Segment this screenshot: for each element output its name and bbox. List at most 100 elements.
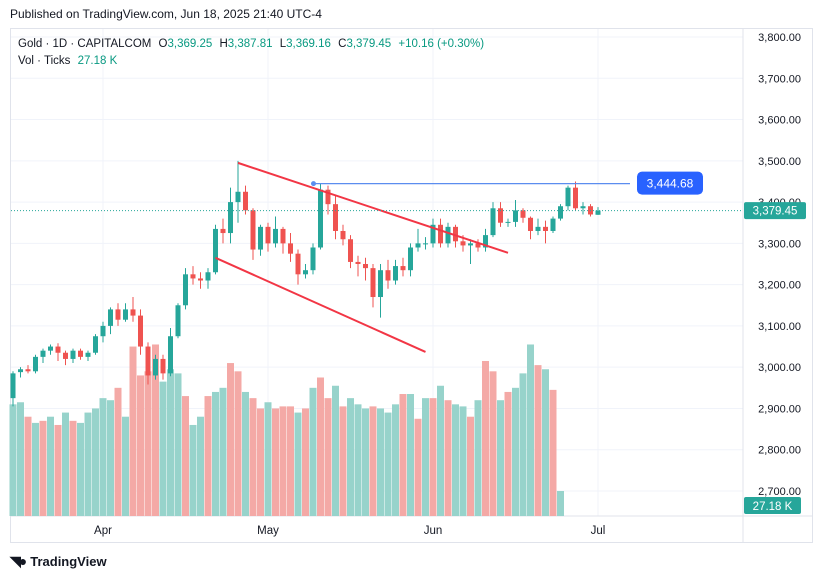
volume-bar [264, 402, 272, 516]
volume-bar [429, 398, 437, 516]
y-tick-label: 3,700.00 [758, 73, 801, 85]
volume-bar [512, 387, 519, 516]
legend-price-row: Gold · 1D · CAPITALCOM O3,369.25 H3,387.… [18, 36, 484, 53]
volume-label[interactable]: Vol · Ticks [18, 55, 71, 67]
y-tick-label: 2,900.00 [758, 403, 801, 415]
y-tick-label: 3,000.00 [758, 362, 801, 374]
candle-body [505, 221, 511, 223]
volume-bar [347, 398, 354, 516]
candle-body [190, 274, 196, 279]
candle-body [153, 358, 158, 376]
volume-bar [287, 406, 294, 516]
candle-body [265, 226, 271, 244]
candle-body [363, 264, 368, 269]
candle-body [400, 266, 406, 271]
volume-value: 27.18 K [77, 55, 118, 67]
level-line-anchor[interactable] [311, 181, 316, 187]
x-tick-label: May [257, 525, 279, 537]
x-tick-label: Jul [591, 525, 606, 537]
level-badge[interactable] [637, 171, 703, 195]
volume-bar [519, 373, 527, 516]
volume-bar [294, 412, 302, 516]
volume-bar [369, 406, 377, 516]
candle-body [175, 305, 181, 337]
volume-bar [459, 406, 467, 516]
candle-body [543, 226, 548, 231]
volume-bar [482, 360, 489, 516]
volume-bar [159, 381, 167, 516]
candle-body [393, 266, 398, 281]
volume-bar [444, 400, 452, 516]
candle-body [468, 243, 473, 246]
volume-bar [204, 396, 212, 516]
candle-body [408, 247, 413, 271]
published-header: Published on TradingView.com, Jun 18, 20… [10, 7, 322, 21]
volume-bar [227, 363, 234, 516]
volume-bar [279, 406, 287, 516]
candle-body [220, 228, 226, 234]
footer-brand: ◥● TradingView [10, 553, 107, 570]
close-label: C [338, 38, 347, 50]
candle-body [280, 228, 286, 244]
y-tick-label: 3,300.00 [758, 238, 801, 250]
last-price-badge [744, 202, 806, 220]
last-price-label: 3,379.45 [753, 206, 798, 218]
candle-body [595, 210, 601, 215]
volume-bar [122, 416, 129, 516]
volume-bar [39, 420, 47, 516]
candle-body [340, 230, 346, 240]
volume-bar [249, 398, 257, 516]
volume-bar [542, 369, 549, 516]
volume-bar [504, 391, 512, 516]
candle-body [498, 208, 503, 223]
y-tick-label: 3,600.00 [758, 115, 801, 127]
volume-bar [99, 398, 107, 516]
candle-body [370, 268, 376, 298]
y-tick-label: 3,500.00 [758, 156, 801, 168]
volume-bar [54, 424, 62, 516]
brand-name: TradingView [30, 554, 107, 569]
volume-bar [332, 385, 339, 516]
candle-body [168, 336, 173, 374]
trendline[interactable] [215, 256, 426, 353]
candle-body [385, 270, 391, 281]
candle-body [55, 346, 61, 353]
volume-bar [339, 406, 347, 516]
candle-body [550, 218, 556, 231]
volume-bar [309, 387, 317, 516]
volume-bar [114, 387, 122, 516]
candle-body [288, 243, 293, 254]
volume-bar [32, 422, 39, 516]
volume-bar [182, 396, 189, 516]
candle-body [10, 373, 16, 399]
candle-body [580, 206, 586, 209]
high-value: 3,387.81 [227, 38, 273, 50]
candle-body [70, 350, 76, 359]
trendline[interactable] [237, 161, 509, 254]
candle-body [258, 226, 263, 250]
open-value: 3,369.25 [167, 38, 213, 50]
symbol-label[interactable]: Gold · 1D · CAPITALCOM [18, 38, 152, 50]
volume-bar [174, 373, 182, 516]
candle-body [130, 309, 136, 316]
candle-body [48, 346, 53, 351]
y-tick-label: 3,100.00 [758, 321, 801, 333]
volume-bar [452, 404, 459, 516]
candle-body [378, 270, 383, 298]
y-tick-label: 2,800.00 [758, 445, 801, 457]
volume-bar [234, 371, 242, 516]
y-tick-label: 2,700.00 [758, 486, 801, 498]
volume-badge [744, 497, 801, 514]
candle-body [565, 187, 571, 207]
volume-bar [489, 371, 497, 516]
volume-bar [17, 402, 24, 516]
candle-body [138, 315, 143, 347]
candle-body [415, 243, 421, 248]
volume-bar [422, 398, 429, 516]
candle-body [183, 274, 188, 306]
candle-body [528, 217, 533, 231]
candle-body [108, 309, 113, 326]
volume-bar [272, 408, 279, 516]
open-label: O [158, 38, 168, 50]
